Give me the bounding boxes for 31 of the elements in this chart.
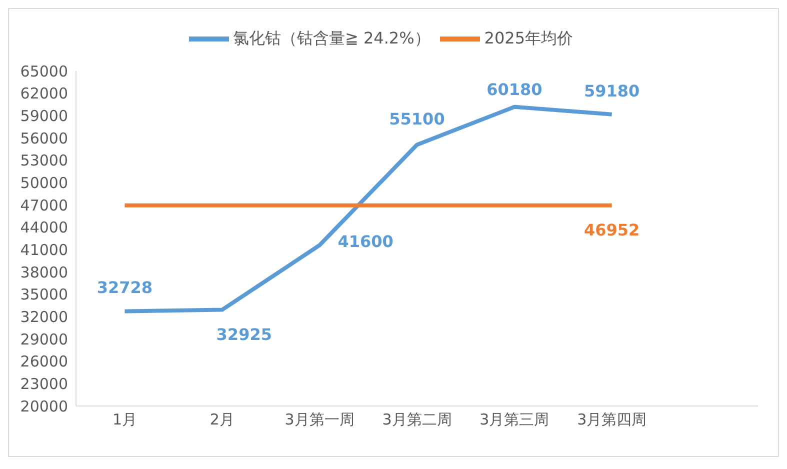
y-tick-label: 41000 xyxy=(20,240,68,259)
y-tick-label: 26000 xyxy=(20,352,68,371)
data-label: 55100 xyxy=(389,110,445,129)
y-tick-label: 32000 xyxy=(20,308,68,326)
y-tick-label: 20000 xyxy=(20,397,68,416)
y-tick-label: 44000 xyxy=(20,218,68,237)
x-tick-label: 3月第四周 xyxy=(577,410,647,429)
y-tick-label: 23000 xyxy=(20,374,68,393)
x-tick-label: 3月第三周 xyxy=(480,410,550,429)
y-tick-label: 38000 xyxy=(20,263,68,282)
y-tick-label: 56000 xyxy=(20,129,68,148)
x-tick-label: 3月第一周 xyxy=(284,410,354,429)
x-tick-label: 3月第二周 xyxy=(382,410,452,429)
data-label: 32925 xyxy=(216,324,272,344)
data-label: 32728 xyxy=(96,278,153,298)
y-tick-label: 50000 xyxy=(20,174,68,192)
y-tick-label: 59000 xyxy=(20,106,68,125)
y-tick-label: 53000 xyxy=(20,152,68,170)
data-label: 46952 xyxy=(584,220,640,240)
y-tick-label: 47000 xyxy=(20,196,68,214)
x-tick-label: 2月 xyxy=(210,410,234,429)
y-tick-label: 35000 xyxy=(20,286,68,304)
x-tick-label: 1月 xyxy=(112,410,137,429)
data-label: 59180 xyxy=(584,81,640,100)
legend-label: 氯化钴（钴含量≧ 24.2%） xyxy=(232,28,430,48)
y-tick-label: 29000 xyxy=(20,330,68,348)
data-label: 60180 xyxy=(486,80,542,99)
y-tick-label: 65000 xyxy=(20,62,68,80)
y-tick-label: 62000 xyxy=(20,84,68,103)
data-label: 41600 xyxy=(338,232,394,252)
legend-label: 2025年均价 xyxy=(484,28,574,48)
